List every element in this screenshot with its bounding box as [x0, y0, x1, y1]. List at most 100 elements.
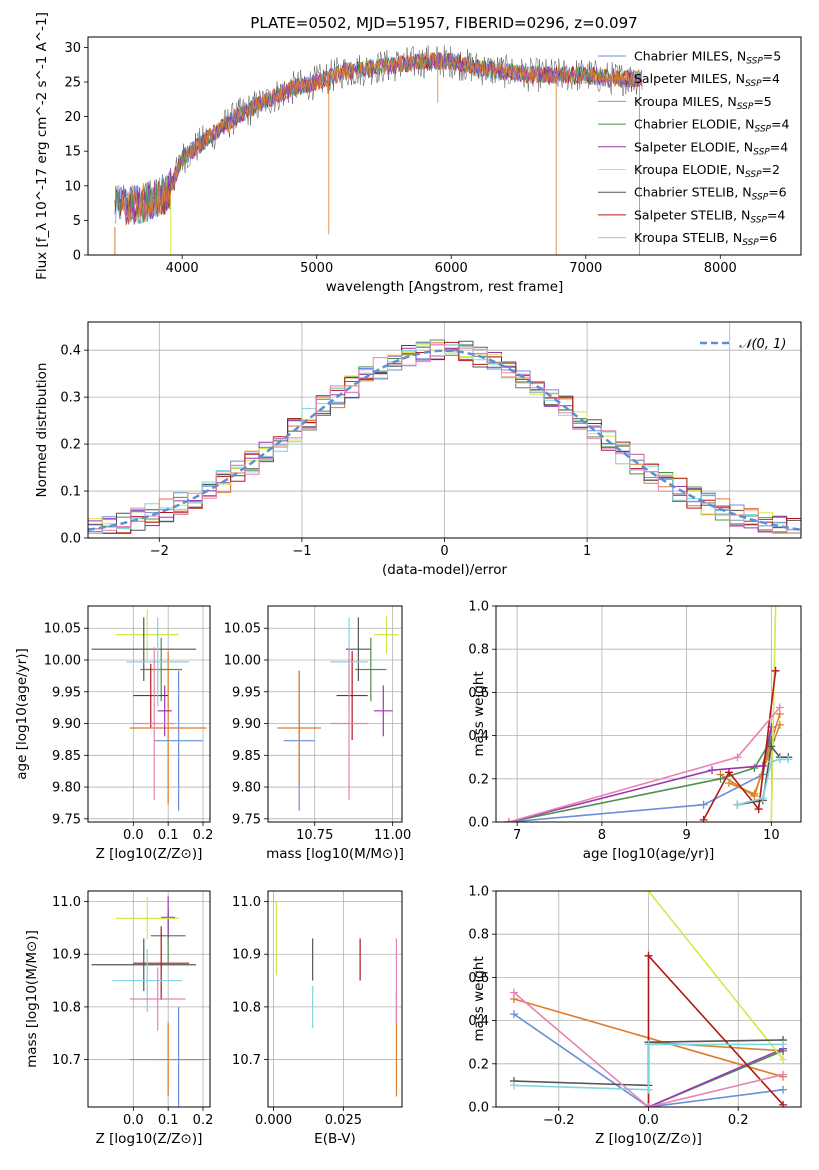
- weight-line: [648, 1047, 784, 1107]
- weight-marker: [644, 1103, 653, 1107]
- x-tick-label: 7000: [569, 261, 602, 276]
- legend-entry: Salpeter STELIB, NSSP=4: [634, 207, 785, 225]
- weight-marker: [644, 1040, 653, 1049]
- chart-mass-vs-z: 0.0 0.1 0.2 10.7 10.8 10.9 11.0 Z [log10(Z/Z⊙)]…: [24, 890, 214, 1147]
- spectrum-series-line: [115, 51, 643, 223]
- weight-marker: [767, 757, 776, 766]
- axes-frame: [495, 605, 802, 823]
- y-tick-label: 0: [73, 249, 81, 264]
- weight-marker: [724, 779, 733, 788]
- weight-marker: [779, 1040, 788, 1049]
- weight-line: [647, 891, 784, 1060]
- y-tick-label: 10: [64, 179, 81, 194]
- weight-marker: [509, 988, 518, 997]
- axes-frame: [87, 605, 211, 823]
- y-tick-label: 25: [64, 75, 81, 90]
- weight-line: [513, 1013, 784, 1107]
- y-tick-label: 5: [73, 214, 81, 229]
- y-tick-label: 0.1: [60, 485, 81, 500]
- weight-marker: [771, 666, 780, 675]
- x-tick-label: 2: [726, 544, 734, 559]
- weight-line: [508, 739, 772, 822]
- x-tick-label: 8: [598, 828, 606, 843]
- weight-marker: [750, 789, 759, 798]
- y-tick-label: 9.85: [52, 749, 81, 764]
- legend-entry: Chabrier ELODIE, NSSP=4: [634, 117, 789, 135]
- weight-line: [702, 670, 777, 821]
- x-tick-label: 0.000: [255, 1113, 292, 1128]
- y-tick-label: 10.7: [52, 1053, 81, 1068]
- x-tick-label: 10.75: [296, 828, 333, 843]
- plot-area: [88, 322, 801, 538]
- weight-marker: [750, 764, 759, 772]
- weight-marker: [775, 755, 784, 764]
- weight-line: [513, 1043, 784, 1091]
- y-tick-label: 9.75: [232, 812, 261, 827]
- plot-area: [114, 45, 643, 255]
- plot-area: [496, 606, 801, 822]
- y-axis-label: mass [log10(M/M⊙)]: [24, 930, 40, 1068]
- x-tick-label: 0.025: [325, 1113, 362, 1128]
- residual-histogram: [88, 344, 801, 534]
- y-tick-label: 11.0: [52, 895, 81, 910]
- axes-frame: [87, 36, 802, 256]
- x-tick-label: 0.1: [158, 828, 179, 843]
- y-axis-label: mass weight: [471, 671, 487, 756]
- plot-area: [268, 891, 402, 1107]
- x-tick-label: 6000: [435, 261, 468, 276]
- y-tick-label: 10.05: [44, 622, 81, 637]
- y-tick-label: 0.6: [468, 686, 489, 701]
- weight-marker: [775, 703, 784, 712]
- weight-marker: [644, 891, 653, 895]
- weight-marker: [504, 818, 513, 822]
- plot-area: [496, 891, 801, 1107]
- y-tick-label: 10.9: [52, 948, 81, 963]
- axes-frame: [87, 321, 802, 539]
- y-tick-label: 0.4: [468, 1014, 489, 1029]
- legend-entry: Kroupa ELODIE, NSSP=2: [634, 162, 780, 180]
- weight-marker: [699, 815, 708, 822]
- x-axis-label: wavelength [Angstrom, rest frame]: [326, 279, 564, 295]
- y-tick-label: 0.2: [468, 772, 489, 787]
- legend-entry: 𝒩(0, 1): [739, 337, 786, 352]
- legend-entry: Chabrier MILES, NSSP=5: [634, 49, 781, 67]
- y-tick-label: 1.0: [468, 600, 489, 615]
- weight-marker: [775, 720, 784, 729]
- y-tick-label: 9.95: [232, 685, 261, 700]
- x-tick-label: 0: [440, 544, 448, 559]
- y-tick-label: 0.0: [60, 532, 81, 547]
- y-tick-label: 10.8: [52, 1000, 81, 1015]
- plot-area: [88, 606, 210, 822]
- chart-weight-vs-age: 7 8 9 10 0.0 0.2 0.4 0.6 0.8 1.0 age [log10(age/yr…: [468, 600, 802, 862]
- plot-area: [88, 891, 210, 1107]
- y-axis-label: mass weight: [471, 956, 487, 1041]
- weight-line: [513, 991, 784, 1107]
- axes-frame: [495, 890, 802, 1108]
- chart-age-vs-mass: 10.75 11.00 9.75 9.80 9.85 9.90 9.95 10.00 10.05…: [224, 605, 411, 862]
- weight-marker: [644, 1085, 653, 1094]
- x-tick-label: 7: [513, 828, 521, 843]
- x-tick-label: −2: [150, 544, 169, 559]
- chart-weight-vs-z: −0.2 0.0 0.2 0.0 0.2 0.4 0.6 0.8 1.0 Z [log10(Z/Z…: [468, 885, 802, 1147]
- y-tick-label: 0.0: [468, 816, 489, 831]
- chart-residuals: −2 −1 0 1 2 0.0 0.1 0.2 0.3 0.4 (data-model)/error…: [34, 321, 802, 578]
- y-tick-label: 30: [64, 41, 81, 56]
- x-tick-label: 0.2: [193, 1113, 214, 1128]
- x-tick-label: 10: [763, 828, 780, 843]
- axes-frame: [87, 890, 211, 1108]
- y-tick-label: 9.95: [52, 685, 81, 700]
- weight-marker: [708, 766, 717, 775]
- legend-entry: Salpeter ELODIE, NSSP=4: [634, 139, 788, 157]
- spectrum-series-line: [118, 52, 643, 225]
- y-tick-label: 9.90: [52, 717, 81, 732]
- y-tick-label: 9.90: [232, 717, 261, 732]
- x-axis-label: age [log10(age/yr)]: [583, 846, 715, 862]
- y-tick-label: 1.0: [468, 885, 489, 900]
- weight-marker: [724, 768, 733, 777]
- y-tick-label: 10.8: [232, 1000, 261, 1015]
- y-tick-label: 9.85: [232, 749, 261, 764]
- y-tick-label: 9.75: [52, 812, 81, 827]
- y-tick-label: 10.05: [224, 622, 261, 637]
- y-tick-label: 11.0: [232, 895, 261, 910]
